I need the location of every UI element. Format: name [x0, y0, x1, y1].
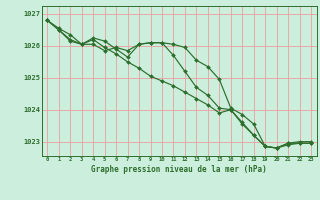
X-axis label: Graphe pression niveau de la mer (hPa): Graphe pression niveau de la mer (hPa)	[91, 165, 267, 174]
